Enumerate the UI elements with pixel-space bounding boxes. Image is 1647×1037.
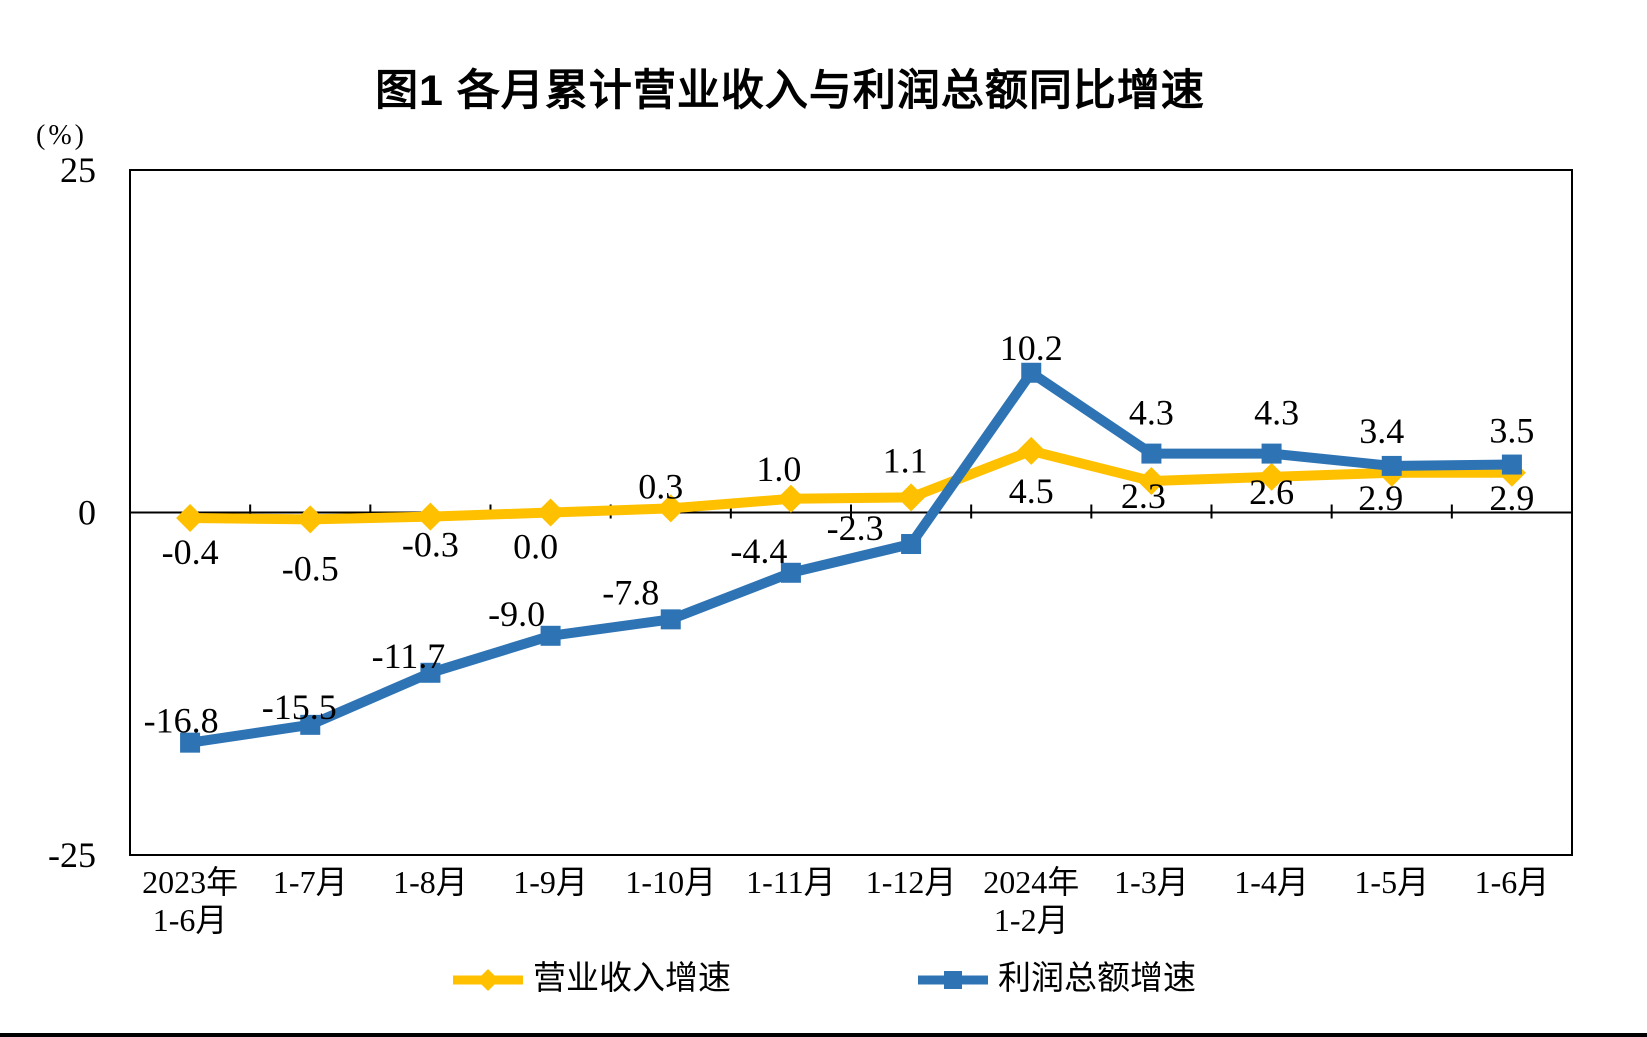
legend-label-profit: 利润总额增速 <box>998 961 1196 997</box>
data-point-diamond-marker <box>1137 466 1166 495</box>
x-category-label: 1-3月 <box>1114 864 1189 900</box>
data-label: 10.2 <box>1000 328 1063 368</box>
data-label: -0.3 <box>402 525 459 565</box>
data-label: -4.4 <box>730 531 787 571</box>
data-label: 1.1 <box>883 440 928 480</box>
x-category-label: 1-9月 <box>513 864 588 900</box>
data-label: -9.0 <box>488 594 545 634</box>
x-category-label: 1-2月 <box>994 902 1069 938</box>
data-point-square-marker <box>1381 455 1402 476</box>
chart-title: 图1 各月累计营业收入与利润总额同比增速 <box>375 67 1205 115</box>
x-category-label: 2024年 <box>983 864 1079 900</box>
data-label: -11.7 <box>372 636 446 676</box>
data-label: 0.0 <box>513 527 558 567</box>
data-label: -2.3 <box>827 508 884 548</box>
data-label: 2.9 <box>1358 478 1403 518</box>
data-label: 2.9 <box>1489 478 1534 518</box>
data-point-square-marker <box>780 562 801 583</box>
data-point-diamond-marker <box>536 498 565 527</box>
data-point-diamond-marker <box>1257 462 1286 491</box>
x-category-label: 1-4月 <box>1234 864 1309 900</box>
data-point-square-marker <box>1021 362 1042 383</box>
data-label: -7.8 <box>602 572 659 612</box>
data-point-square-marker <box>180 732 201 753</box>
legend-item-revenue: 营业收入增速 <box>451 963 731 996</box>
data-point-square-marker <box>1141 443 1162 464</box>
y-tick-label: 25 <box>60 150 96 190</box>
x-category-label: 1-10月 <box>625 864 716 900</box>
data-point-square-marker <box>300 714 321 735</box>
data-point-diamond-marker <box>176 503 205 532</box>
data-point-square-marker <box>420 662 441 683</box>
x-category-label: 1-8月 <box>393 864 468 900</box>
data-label: 3.5 <box>1489 411 1534 451</box>
x-category-label: 1-6月 <box>1475 864 1550 900</box>
data-label: 2.6 <box>1249 472 1294 512</box>
data-label: 4.3 <box>1129 393 1174 433</box>
data-label: 3.4 <box>1359 411 1404 451</box>
data-label: -16.8 <box>144 701 219 741</box>
data-label: 2.3 <box>1121 476 1166 516</box>
y-tick-label: 0 <box>78 493 96 533</box>
data-point-diamond-marker <box>296 505 325 534</box>
legend-diamond-marker-icon <box>451 966 525 994</box>
data-point-square-marker <box>1261 443 1282 464</box>
data-point-diamond-marker <box>897 483 926 512</box>
data-label: -0.5 <box>282 548 339 588</box>
legend-square-marker-icon <box>916 966 990 994</box>
data-point-square-marker <box>901 534 922 555</box>
data-point-diamond-marker <box>1017 436 1046 465</box>
data-label: 4.5 <box>1009 471 1054 511</box>
x-category-label: 1-11月 <box>746 864 835 900</box>
legend-label-revenue: 营业收入增速 <box>533 961 731 997</box>
data-label: 0.3 <box>638 466 683 506</box>
data-label: -15.5 <box>262 687 337 727</box>
x-category-label: 1-7月 <box>273 864 348 900</box>
legend: 营业收入增速 利润总额增速 <box>0 963 1647 996</box>
data-point-square-marker <box>540 625 561 646</box>
data-point-square-marker <box>660 609 681 630</box>
data-point-diamond-marker <box>416 502 445 531</box>
y-tick-label: -25 <box>48 835 96 875</box>
data-point-square-marker <box>1501 454 1522 475</box>
data-label: 4.3 <box>1254 393 1299 433</box>
series-line-revenue <box>190 445 1512 525</box>
data-point-diamond-marker <box>776 484 805 513</box>
series-line-profit <box>189 367 1512 748</box>
y-axis-unit-label: (%) <box>36 120 87 151</box>
x-category-label: 2023年 <box>142 864 238 900</box>
bottom-divider <box>0 1033 1647 1037</box>
x-category-label: 1-12月 <box>866 864 957 900</box>
data-point-diamond-marker <box>656 494 685 523</box>
data-label: 1.0 <box>756 449 801 489</box>
data-label: -0.4 <box>162 532 219 572</box>
legend-item-profit: 利润总额增速 <box>916 963 1196 996</box>
x-category-label: 1-6月 <box>153 902 228 938</box>
x-category-label: 1-5月 <box>1354 864 1429 900</box>
